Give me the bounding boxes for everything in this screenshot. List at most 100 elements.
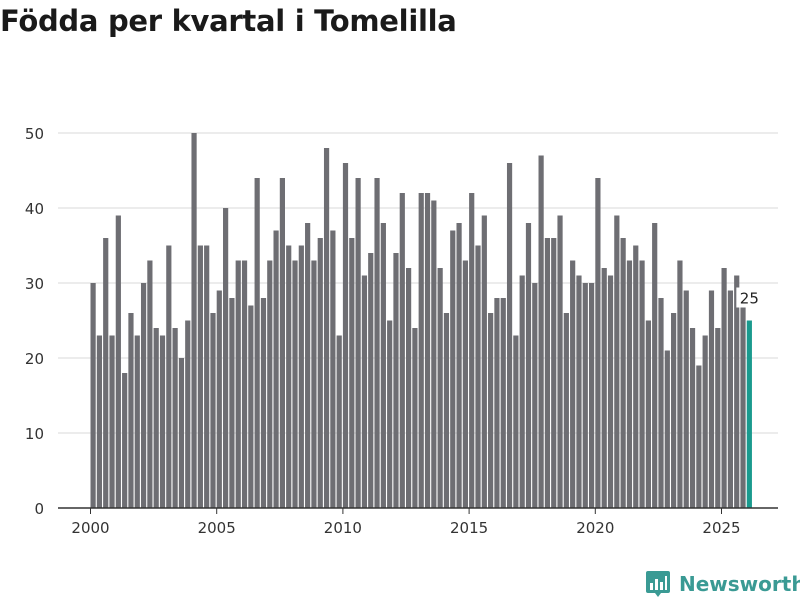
x-tick-label: 2005 bbox=[198, 519, 236, 537]
y-tick-label: 10 bbox=[25, 425, 44, 443]
bar bbox=[538, 155, 544, 508]
bar bbox=[475, 245, 481, 508]
bar bbox=[166, 245, 172, 508]
bar bbox=[380, 223, 386, 508]
brand-name: Newsworthy bbox=[679, 572, 800, 596]
bars bbox=[90, 133, 752, 508]
bar bbox=[140, 283, 147, 508]
label-bg bbox=[736, 287, 763, 308]
bar bbox=[671, 313, 677, 508]
bar bbox=[103, 238, 109, 508]
bar bbox=[677, 260, 683, 508]
bar bbox=[323, 148, 330, 508]
bar bbox=[355, 178, 361, 508]
y-tick-label: 20 bbox=[25, 350, 44, 368]
bar bbox=[311, 260, 317, 508]
x-tick-label: 2010 bbox=[324, 519, 362, 537]
bar bbox=[204, 245, 210, 508]
bar bbox=[185, 320, 191, 508]
bar bbox=[128, 313, 134, 508]
bar bbox=[305, 223, 311, 508]
bar bbox=[96, 335, 103, 508]
chart-title: Födda per kvartal i Tomelilla bbox=[0, 4, 457, 38]
bar bbox=[664, 350, 670, 508]
bar bbox=[570, 260, 576, 508]
bar bbox=[254, 178, 260, 508]
y-axis-ticks: 0 10 20 30 40 50 bbox=[25, 125, 44, 518]
bar bbox=[696, 365, 702, 508]
bar bbox=[147, 260, 153, 508]
bar bbox=[418, 193, 424, 508]
bar bbox=[223, 208, 229, 508]
bar bbox=[469, 193, 475, 508]
grid-lines bbox=[58, 132, 778, 434]
bar bbox=[563, 313, 569, 508]
x-tick-label: 2015 bbox=[450, 519, 488, 537]
bar bbox=[506, 163, 513, 508]
newsworthy-logo-icon bbox=[646, 571, 670, 597]
bar bbox=[241, 260, 248, 508]
y-tick-label: 0 bbox=[34, 500, 44, 518]
bar bbox=[626, 260, 633, 508]
bar bbox=[500, 298, 506, 508]
bar bbox=[393, 253, 399, 508]
x-tick-label: 2025 bbox=[702, 519, 740, 537]
bar bbox=[652, 223, 658, 508]
bar bbox=[134, 335, 140, 508]
bar bbox=[159, 335, 166, 508]
bar bbox=[235, 260, 241, 508]
bar bbox=[494, 298, 500, 508]
bar bbox=[715, 328, 721, 508]
bar bbox=[412, 328, 418, 508]
bar bbox=[374, 178, 380, 508]
bar bbox=[607, 275, 614, 508]
bar bbox=[462, 260, 468, 508]
bar bbox=[260, 298, 267, 508]
bar bbox=[298, 245, 304, 508]
bar bbox=[456, 223, 462, 508]
bar bbox=[620, 238, 626, 508]
bar bbox=[702, 335, 708, 508]
highlight-value-label: 25 bbox=[740, 290, 759, 308]
x-axis-ticks: 2000 2005 2010 2015 2020 2025 bbox=[71, 508, 741, 537]
y-tick-label: 30 bbox=[25, 275, 44, 293]
bar bbox=[519, 275, 525, 508]
bar bbox=[513, 335, 519, 508]
bar bbox=[115, 215, 121, 508]
bar bbox=[551, 238, 557, 508]
bar bbox=[210, 313, 216, 508]
bar bbox=[342, 163, 349, 508]
bar bbox=[532, 283, 538, 508]
bar bbox=[361, 275, 368, 508]
bar bbox=[633, 245, 639, 508]
bar bbox=[336, 335, 342, 508]
bar bbox=[721, 268, 727, 508]
bar bbox=[248, 305, 254, 508]
bar bbox=[576, 275, 582, 508]
bar bbox=[450, 230, 456, 508]
bar bbox=[588, 283, 595, 508]
bar bbox=[153, 328, 159, 508]
bar bbox=[279, 178, 285, 508]
bar bbox=[424, 193, 431, 508]
brand-logo[interactable]: Newsworthy bbox=[645, 570, 800, 598]
bar bbox=[582, 283, 588, 508]
bar bbox=[349, 238, 355, 508]
bar bbox=[437, 268, 443, 508]
bar bbox=[488, 313, 494, 508]
bar bbox=[178, 358, 185, 508]
y-tick-label: 50 bbox=[25, 125, 44, 143]
bar-highlight bbox=[746, 320, 752, 508]
bar bbox=[191, 133, 197, 508]
bar bbox=[399, 193, 405, 508]
bar bbox=[443, 313, 450, 508]
bar bbox=[317, 238, 323, 508]
annotations: 25 bbox=[736, 287, 763, 308]
bar bbox=[708, 290, 715, 508]
bar bbox=[387, 320, 393, 508]
bar bbox=[109, 335, 115, 508]
bar bbox=[229, 298, 235, 508]
bar bbox=[286, 245, 292, 508]
bar bbox=[481, 215, 487, 508]
bar bbox=[525, 223, 532, 508]
